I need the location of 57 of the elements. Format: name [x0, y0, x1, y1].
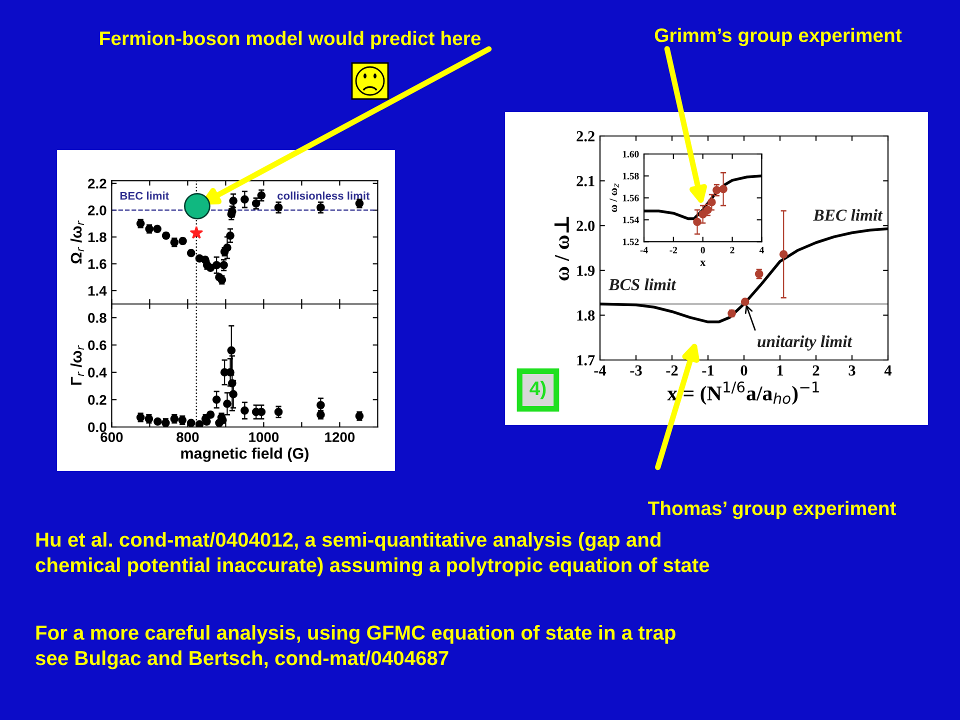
y-tick-label: 1.60: [622, 150, 639, 158]
text: 4): [530, 380, 546, 400]
x-tick-label: 800: [176, 432, 199, 442]
x-tick-label: 600: [100, 432, 123, 442]
annotation: BCS limit: [608, 278, 676, 290]
y-tick-label: 1.54: [622, 216, 639, 224]
x-tick-label: -4: [640, 246, 648, 254]
y-tick-label: 1.8: [88, 232, 106, 242]
y-tick-label: 1.6: [88, 259, 106, 269]
x-tick-label: -1: [702, 365, 714, 376]
x-tick-label: 4: [884, 365, 892, 376]
y-tick-label: 1.8: [577, 310, 595, 321]
text: Hu et al. cond-mat/0404012, a semi-quantitative analysis (gap and chemical potential inaccurate) assuming a polytropic equation of state: [36, 532, 710, 576]
y-tick-label: 0.2: [88, 395, 106, 405]
x-tick-label: 0: [700, 246, 705, 254]
y-tick-label: 1.56: [622, 194, 639, 202]
x-tick-label: -2: [670, 246, 678, 254]
y-tick-label: 2.0: [88, 206, 106, 216]
annotation: Grimm’s group experiment: [654, 28, 902, 46]
x-tick-label: 1200: [325, 432, 355, 442]
y-tick-label: 1.4: [88, 286, 107, 296]
x-tick-label: 3: [848, 365, 856, 376]
x-tick-label: 0: [740, 365, 748, 376]
x-tick-label: -3: [630, 365, 642, 376]
annotation: BEC limit: [813, 209, 883, 221]
y-tick-label: 1.9: [577, 266, 595, 276]
y-tick-label: 1.7: [577, 355, 595, 366]
text: Thomas’ group experiment: [648, 500, 896, 520]
x-tick-label: 2: [812, 365, 820, 376]
x-tick-label: -2: [666, 365, 678, 376]
y-tick-label: 0.0: [88, 422, 106, 432]
y-tick-label: 0.8: [88, 313, 106, 323]
y-axis-title: ω / ω⊥: [554, 216, 570, 280]
y-axis-title: Γ$_{r}$ /ω$_{r}$: [70, 345, 84, 385]
y-axis-title: Ω$_{r}$ /ω$_{r}$: [70, 220, 84, 264]
y-tick-label: 0.6: [88, 340, 106, 350]
x-axis-title: magnetic field (G): [181, 448, 308, 462]
x-tick-label: -4: [594, 365, 606, 376]
x-axis-title: x: [700, 260, 706, 266]
x-tick-label: 4: [759, 246, 764, 254]
x-tick-label: 2: [730, 246, 734, 254]
y-tick-label: 2.1: [576, 176, 594, 186]
annotation: collisionless limit: [278, 192, 370, 200]
annotation: BEC limit: [120, 192, 169, 200]
x-tick-label: 1: [777, 365, 784, 376]
x-tick-label: 1000: [249, 432, 279, 442]
text: For a more careful analysis, using GFMC equation of state in a trap see Bulgac and Bertsch, cond-mat/0404687: [36, 625, 676, 670]
y-tick-label: 1.52: [622, 238, 639, 246]
x-axis-title: x = (N$^{1/6}$a/a$_{ho}$)$^{−1}$: [667, 381, 819, 405]
y-tick-label: 0.4: [88, 368, 107, 378]
y-axis-title: ω / ω$_{z}$: [610, 183, 619, 212]
y-tick-label: 1.58: [622, 172, 639, 180]
y-tick-label: 2.2: [88, 178, 106, 188]
annotation: unitarity limit: [758, 335, 852, 351]
y-tick-label: 2.2: [576, 131, 594, 142]
y-tick-label: 2.0: [576, 220, 595, 232]
annotation: Fermion-boson model would predict here: [100, 30, 481, 50]
